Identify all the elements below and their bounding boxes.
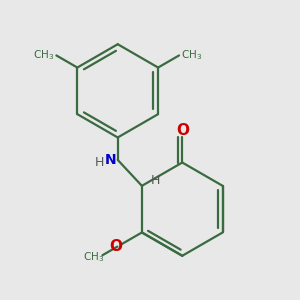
Text: N: N — [105, 153, 116, 167]
Text: CH$_3$: CH$_3$ — [181, 49, 202, 62]
Text: H: H — [95, 156, 104, 169]
Text: CH$_3$: CH$_3$ — [83, 250, 105, 264]
Text: H: H — [150, 174, 160, 187]
Text: O: O — [176, 123, 189, 138]
Text: O: O — [109, 239, 122, 254]
Text: CH$_3$: CH$_3$ — [34, 49, 55, 62]
